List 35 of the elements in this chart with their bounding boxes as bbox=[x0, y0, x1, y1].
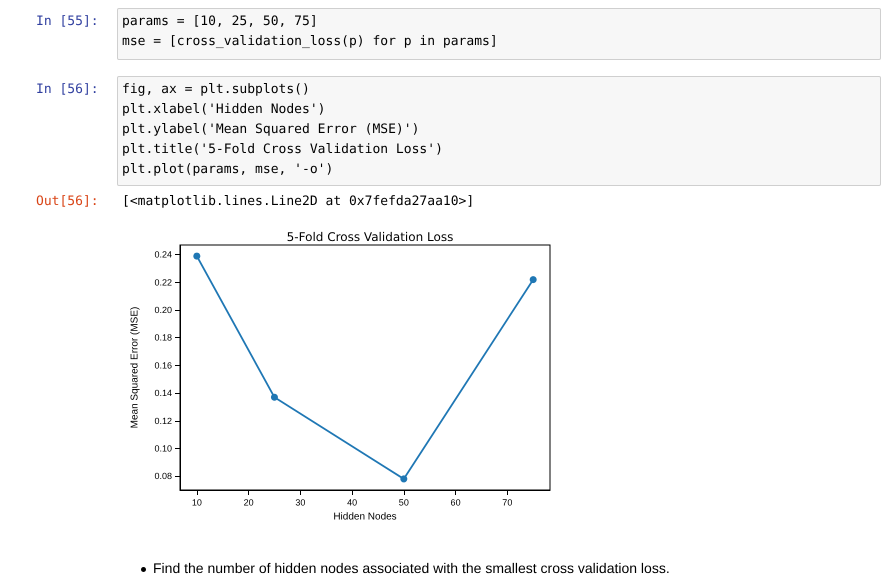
y-tick-label: 0.22 bbox=[154, 277, 172, 288]
y-tick-label: 0.20 bbox=[154, 305, 172, 316]
y-tick-label: 0.08 bbox=[154, 471, 172, 482]
y-tick-label: 0.16 bbox=[154, 360, 172, 370]
x-axis-title: Hidden Nodes bbox=[333, 511, 397, 522]
text: Find the number of hidden nodes associated with the smallest cross validation loss. bbox=[153, 560, 670, 576]
point bbox=[400, 475, 408, 482]
y-axis-title: Mean Squared Error (MSE) bbox=[130, 306, 140, 428]
text: plt.ylabel('Mean Squared Error (MSE)') bbox=[122, 122, 420, 137]
y-tick-label: 0.12 bbox=[154, 416, 172, 426]
text: plt.title('5-Fold Cross Validation Loss') bbox=[122, 142, 443, 157]
text: params = [10, 25, 50, 75] bbox=[122, 14, 318, 29]
text: Out[56]: bbox=[36, 194, 99, 209]
text: mse = [cross_validation_loss(p) for p in params] bbox=[122, 34, 498, 49]
x-tick-label: 50 bbox=[398, 498, 409, 508]
y-tick-label: 0.10 bbox=[154, 443, 172, 454]
text: fig, ax = plt.subplots() bbox=[122, 82, 310, 97]
chart-title: 5-Fold Cross Validation Loss bbox=[286, 230, 454, 244]
x-tick-label: 30 bbox=[295, 498, 306, 508]
y-tick-label: 0.24 bbox=[154, 250, 172, 260]
text: plt.plot(params, mse, '-o') bbox=[122, 162, 334, 177]
point bbox=[530, 276, 537, 284]
point bbox=[193, 252, 200, 260]
text: plt.xlabel('Hidden Nodes') bbox=[122, 102, 326, 117]
x-tick-label: 10 bbox=[192, 498, 202, 508]
x-tick-label: 20 bbox=[244, 498, 254, 508]
text: [<matplotlib.lines.Line2D at 0x7fefda27aa10>] bbox=[122, 194, 474, 209]
text: In [55]: bbox=[36, 14, 99, 29]
x-tick-label: 40 bbox=[347, 498, 358, 508]
y-tick-label: 0.14 bbox=[154, 388, 172, 398]
x-tick-label: 70 bbox=[502, 498, 512, 508]
y-tick-label: 0.18 bbox=[154, 332, 172, 343]
point bbox=[270, 394, 278, 401]
text: In [56]: bbox=[36, 82, 99, 97]
x-tick-label: 60 bbox=[450, 498, 461, 508]
